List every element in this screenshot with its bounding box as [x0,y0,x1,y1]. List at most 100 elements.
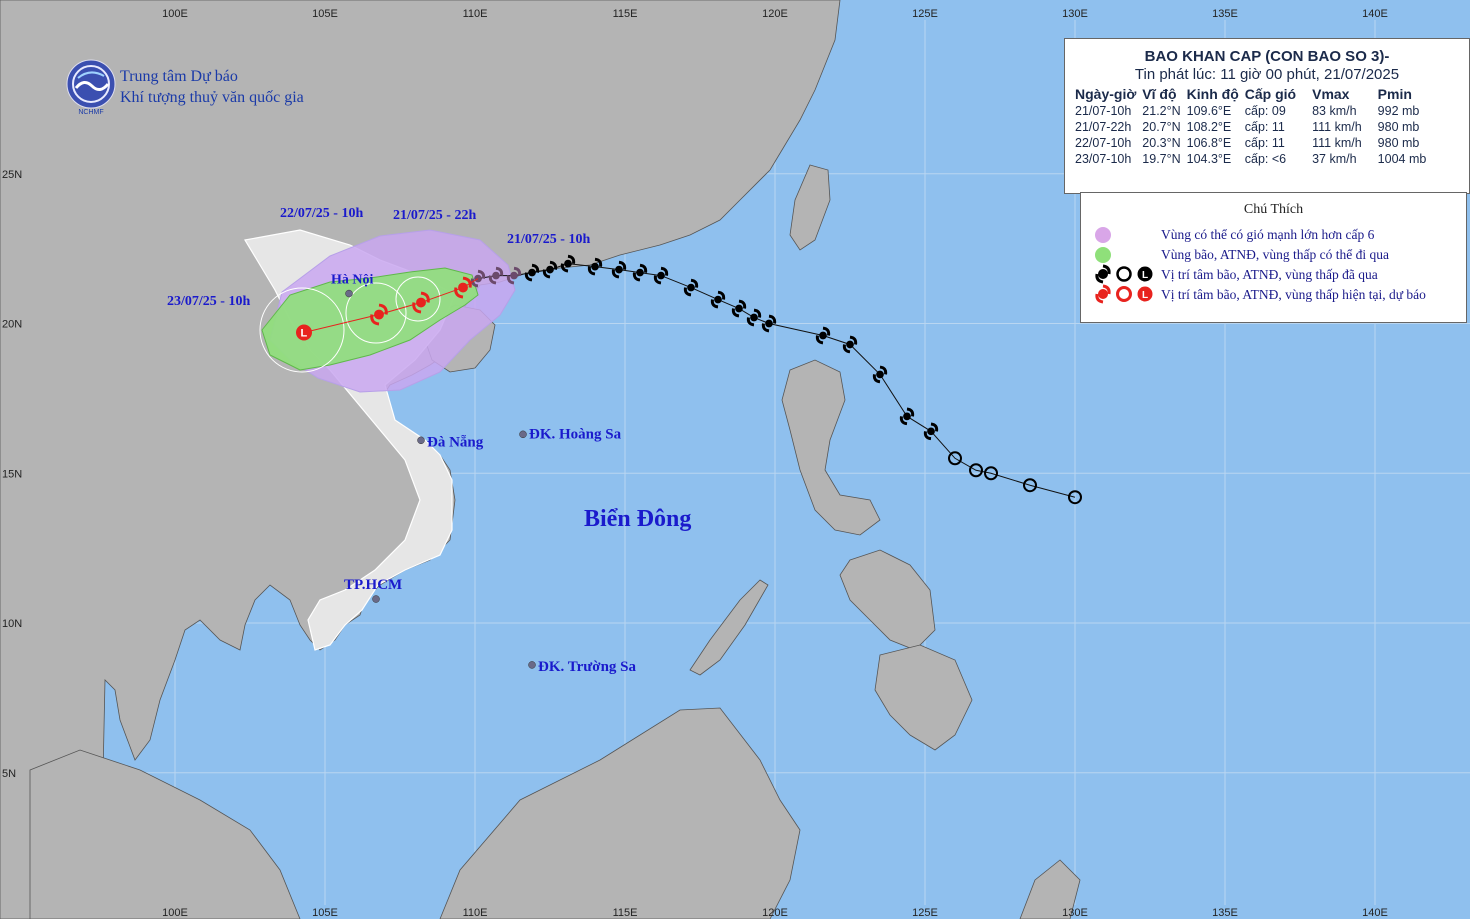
past-depression-point [948,451,962,466]
mindanao-island [874,644,973,751]
place-dot [345,289,353,298]
uncertainty-circle [259,287,345,373]
header-pmin: Pmin [1377,86,1412,102]
legend-panel: Chú Thích Vùng có thể có gió mạnh lớn hơ… [1080,192,1467,323]
legend-title: Chú Thích [1243,202,1304,217]
past-storm-point [653,266,669,285]
lon-tick-label: 120E [762,8,788,20]
forecast-cell: cấp: 11 [1244,120,1285,134]
legend-item-past: Vị trí tâm bão, ATNĐ, vùng thấp đã qua [1161,267,1378,282]
sumatra-island [29,749,301,919]
legend-item-forecast: Vị trí tâm bão, ATNĐ, vùng thấp hiện tại… [1161,287,1426,302]
past-storm-point [761,314,777,333]
forecast-cell: 980 mb [1377,120,1420,134]
past-storm-point [470,269,486,288]
forecast-cell: 108.2°E [1186,120,1232,134]
place-dot [519,430,527,439]
lon-tick-label: 115E [613,8,638,20]
past-storm-point [710,290,726,309]
header-lon: Kinh độ [1186,86,1239,102]
past-storm-point [842,335,858,354]
lon-tick-label: 110E [463,907,488,919]
forecast-row: 21/07-10h 21.2°N 109.6°E cấp: 09 83 km/h 992 … [1073,104,1430,120]
svg-text:L: L [301,327,308,339]
svg-text:L: L [1142,270,1148,281]
lon-tick-label: 140E [1362,907,1388,919]
place-markers: Hà Nội Đà Nẵng ĐK. Hoàng Sa TP.HCM ĐK. Trườn… [331,273,637,675]
agency-name-line2: Khí tượng thuỷ văn quốc gia [120,89,304,106]
place-dot [417,436,425,445]
time-label-22-07: 22/07/25 - 10h [280,206,363,221]
forecast-track: L [296,276,479,341]
lon-tick-label: 100E [162,907,188,919]
past-storm-point [587,257,603,276]
legend-item-strong-wind: Vùng có thể có gió mạnh lớn hơn cấp 6 [1161,227,1375,242]
svg-text:L: L [1142,290,1148,301]
forecast-row: 23/07-10h 19.7°N 104.3°E cấp: <6 37 km/h 1004… [1073,152,1430,168]
lon-tick-label: 125E [912,907,938,919]
lon-tick-label: 110E [463,8,488,20]
time-label-22h: 21/07/25 - 22h [393,208,476,223]
lat-tick-label: 10N [2,618,22,630]
lon-tick-label: 130E [1062,8,1088,20]
axis-ticks: 100E 100E 105E 105E 110E 110E 115E 115E 120E 120E… [2,8,1388,919]
forecast-table-header: Ngày-giờ Vĩ độ Kinh độ Cấp gió Vmax Pmin [1073,86,1430,104]
past-depression-point [984,466,998,481]
sulawesi-island [1019,859,1081,919]
forecast-cell: 20.3°N [1142,136,1181,150]
forecast-title: BAO KHAN CAP (CON BAO SO 3)- [1144,48,1390,65]
forecast-row: 22/07-10h 20.3°N 106.8°E cấp: 11 111 km/h 980… [1073,136,1430,152]
forecast-cell: cấp: 11 [1244,136,1285,150]
forecast-cell: 22/07-10h [1075,136,1132,150]
past-storm-point [899,407,915,426]
legend-purple-swatch-icon [1095,227,1111,243]
forecast-cell: 23/07-10h [1075,152,1132,166]
forecast-cell: 37 km/h [1312,152,1357,166]
sea-label: Biển Đông [584,506,691,532]
past-depression-point [1068,490,1082,505]
place-label-hoangsa: ĐK. Hoàng Sa [529,426,622,442]
time-label-current: 21/07/25 - 10h [507,232,590,247]
place-label-danang: Đà Nẵng [427,434,484,450]
place-dot [372,595,380,603]
forecast-cell: 104.3°E [1186,152,1232,166]
lon-tick-label: 100E [162,8,188,20]
agency-logo-text: NCHMF [78,109,103,116]
lon-tick-label: 120E [762,907,788,919]
forecast-storm-point [454,276,472,299]
place-label-truongsa: ĐK. Trường Sa [538,659,637,675]
header-vmax: Vmax [1312,86,1350,102]
legend-green-swatch-icon [1095,247,1111,263]
lon-tick-label: 135E [1212,8,1238,20]
forecast-cell: 20.7°N [1142,120,1181,134]
past-storm-point [524,263,540,282]
legend-item-storm-zone: Vùng bão, ATNĐ, vùng thấp có thể đi qua [1161,247,1389,262]
past-track [470,254,1082,505]
past-storm-point [731,299,747,318]
forecast-cell: 21/07-10h [1075,104,1132,118]
lat-tick-label: 5N [2,768,16,780]
past-storm-point [506,266,522,285]
taiwan-island [789,164,831,251]
legend-past-symbols-icon: L [1095,264,1153,284]
forecast-cell: 21.2°N [1142,104,1181,118]
past-storm-point [632,263,648,282]
past-depression-point [1023,478,1037,493]
uncertainty-circle [395,276,441,322]
lon-tick-label: 130E [1062,907,1088,919]
forecast-storm-point [370,303,388,326]
past-storm-point [560,254,576,273]
forecast-low-point: L [296,324,312,341]
lon-tick-label: 105E [312,8,338,20]
forecast-cell: cấp: <6 [1244,152,1287,166]
forecast-cell: 109.6°E [1186,104,1232,118]
past-storm-point [488,266,504,285]
forecast-table: Ngày-giờ Vĩ độ Kinh độ Cấp gió Vmax Pmin… [1073,86,1430,168]
header-lat: Vĩ độ [1142,86,1177,102]
past-storm-point [923,422,939,441]
forecast-row: 21/07-22h 20.7°N 108.2°E cấp: 11 111 km/h 980… [1073,120,1430,136]
agency-name-line1: Trung tâm Dự báo [120,68,238,85]
forecast-cell: 980 mb [1377,136,1420,150]
header-datetime: Ngày-giờ [1075,86,1137,102]
forecast-cell: 111 km/h [1312,136,1362,150]
